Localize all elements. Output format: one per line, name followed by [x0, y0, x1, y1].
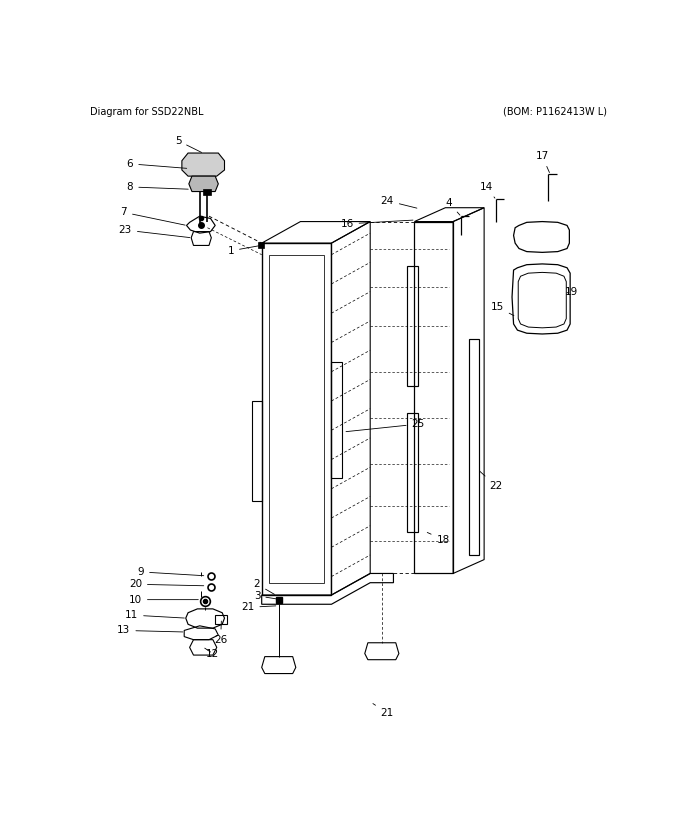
Text: 7: 7: [120, 207, 185, 225]
Text: (BOM: P1162413W L): (BOM: P1162413W L): [503, 107, 607, 117]
Text: 18: 18: [427, 533, 449, 545]
Text: 26: 26: [214, 621, 227, 644]
Text: 5: 5: [175, 136, 201, 153]
Text: Diagram for SSD22NBL: Diagram for SSD22NBL: [90, 107, 203, 117]
Text: 25: 25: [346, 419, 425, 431]
Text: 21: 21: [373, 704, 394, 718]
Text: 12: 12: [205, 649, 220, 659]
Text: 21: 21: [241, 602, 276, 612]
Text: 19: 19: [565, 287, 578, 297]
Text: 6: 6: [126, 159, 187, 169]
Text: 22: 22: [479, 472, 503, 491]
Text: 20: 20: [129, 579, 204, 589]
Text: 23: 23: [119, 225, 190, 237]
Text: 13: 13: [117, 625, 183, 635]
Polygon shape: [258, 242, 264, 248]
Text: 4: 4: [446, 198, 460, 215]
Text: 14: 14: [480, 182, 495, 198]
Text: 8: 8: [126, 182, 188, 192]
Text: 16: 16: [340, 219, 413, 229]
Text: 10: 10: [129, 595, 199, 605]
Text: 3: 3: [254, 591, 279, 601]
Text: 24: 24: [381, 195, 417, 208]
Text: 2: 2: [254, 579, 275, 594]
Polygon shape: [189, 176, 218, 191]
Text: 15: 15: [491, 302, 514, 315]
Text: 1: 1: [227, 246, 260, 256]
Text: 17: 17: [536, 151, 549, 173]
Polygon shape: [203, 190, 211, 195]
Polygon shape: [182, 153, 224, 176]
Text: 9: 9: [137, 567, 204, 577]
Text: 11: 11: [125, 610, 184, 620]
